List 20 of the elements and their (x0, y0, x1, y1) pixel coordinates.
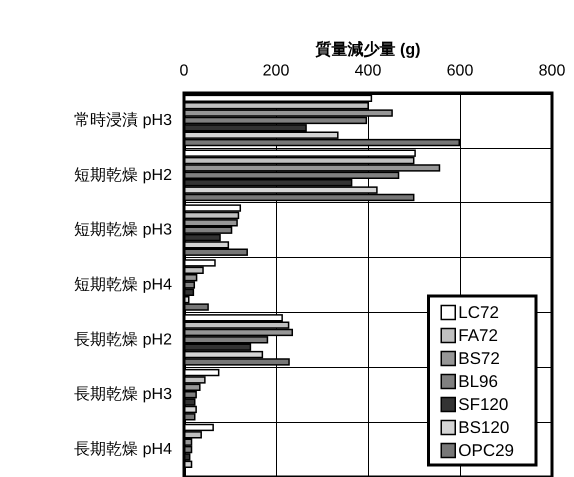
y-tick-label: 短期乾燥 pH4 (74, 276, 172, 294)
x-tick-label: 0 (180, 62, 189, 80)
x-tick-label: 800 (538, 62, 566, 80)
legend-label: LC72 (458, 303, 499, 322)
x-tick-label: 200 (262, 62, 290, 80)
y-tick-label: 短期乾燥 pH2 (74, 166, 172, 184)
x-tick-label: 600 (446, 62, 474, 80)
y-tick-label: 長期乾燥 pH3 (74, 385, 172, 404)
legend-label: FA72 (458, 326, 498, 345)
y-tick-label: 長期乾燥 pH4 (74, 440, 172, 458)
x-axis-title: 質量減少量 (g) (314, 40, 420, 59)
y-tick-label: 長期乾燥 pH2 (74, 330, 172, 348)
legend-label: BL96 (458, 372, 498, 391)
y-tick-label: 常時浸漬 pH3 (74, 110, 172, 129)
legend-label: OPC29 (458, 441, 514, 460)
y-tick-label: 短期乾燥 pH3 (74, 220, 172, 239)
legend-label: BS120 (458, 418, 510, 437)
legend-label: BS72 (458, 349, 500, 368)
x-tick-label: 400 (354, 62, 382, 80)
legend-label: SF120 (458, 395, 508, 414)
